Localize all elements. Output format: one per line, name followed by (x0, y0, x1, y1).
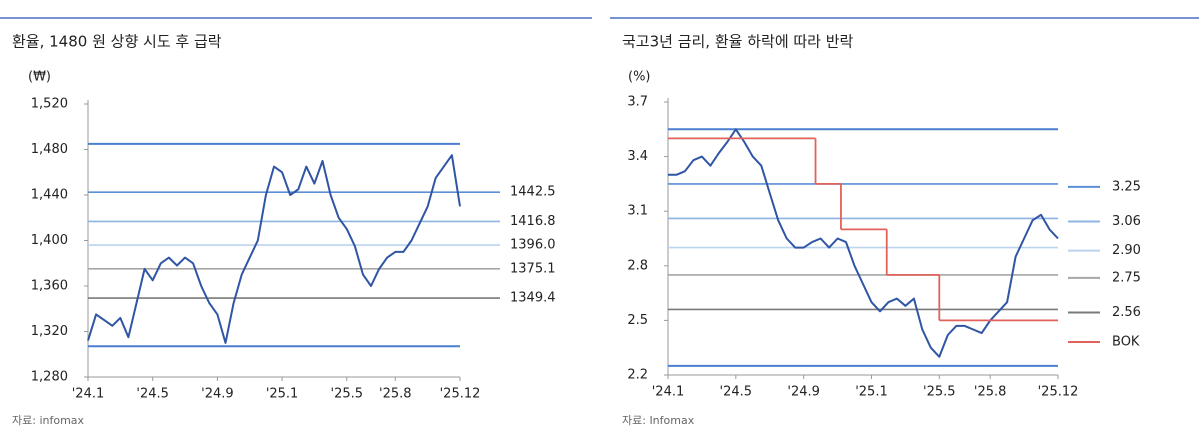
x-tick-label: '25.5 (331, 387, 364, 402)
x-tick-label: '25.12 (1038, 385, 1079, 400)
source: 자료: Infomax (622, 414, 695, 427)
x-tick-label: '25.1 (266, 387, 299, 402)
y-tick-label: 1,520 (31, 97, 68, 112)
reference-label: 3.25 (1112, 179, 1141, 194)
x-tick-label: '24.9 (201, 387, 234, 402)
reference-label: 1442.5 (510, 185, 556, 200)
unit-label: (₩) (28, 70, 51, 85)
x-tick-label: '24.9 (787, 385, 820, 400)
x-tick-label: '25.8 (974, 385, 1007, 400)
y-tick-label: 1,280 (31, 370, 68, 385)
y-tick-label: 2.8 (627, 258, 648, 273)
reference-label: 2.56 (1112, 305, 1141, 320)
reference-label: 2.75 (1112, 270, 1141, 285)
y-tick-label: 1,360 (31, 279, 68, 294)
reference-label: 1349.4 (510, 291, 556, 306)
y-tick-label: 2.2 (627, 368, 648, 383)
data-line (87, 154, 461, 344)
reference-label: 2.90 (1112, 243, 1141, 258)
y-tick-label: 3.1 (627, 204, 648, 219)
x-tick-label: '24.1 (72, 387, 105, 402)
data-line (668, 128, 1059, 358)
x-tick-label: '24.1 (652, 385, 685, 400)
reference-label: 1375.1 (510, 261, 556, 276)
x-tick-label: '24.5 (136, 387, 169, 402)
x-tick-label: '24.5 (720, 385, 753, 400)
y-tick-label: 1,440 (31, 188, 68, 203)
x-tick-label: '25.12 (440, 387, 481, 402)
y-tick-label: 2.5 (627, 313, 648, 328)
chart-title: 국고3년 금리, 환율 하락에 따라 반락 (622, 33, 854, 51)
y-tick-label: 3.7 (627, 95, 648, 110)
x-tick-label: '25.1 (855, 385, 888, 400)
chart-title: 환율, 1480 원 상향 시도 후 급락 (12, 33, 222, 51)
unit-label: (%) (628, 70, 651, 85)
y-tick-label: 1,480 (31, 142, 68, 157)
reference-label: 3.06 (1112, 214, 1141, 229)
y-tick-label: 1,320 (31, 324, 68, 339)
reference-label: 1416.8 (510, 214, 556, 229)
y-tick-label: 3.4 (627, 149, 648, 164)
x-tick-label: '25.8 (379, 387, 412, 402)
source: 자료: infomax (12, 414, 85, 427)
reference-label: 1396.0 (510, 238, 556, 253)
legend-label: BOK (1112, 335, 1140, 350)
y-tick-label: 1,400 (31, 233, 68, 248)
x-tick-label: '25.5 (923, 385, 956, 400)
